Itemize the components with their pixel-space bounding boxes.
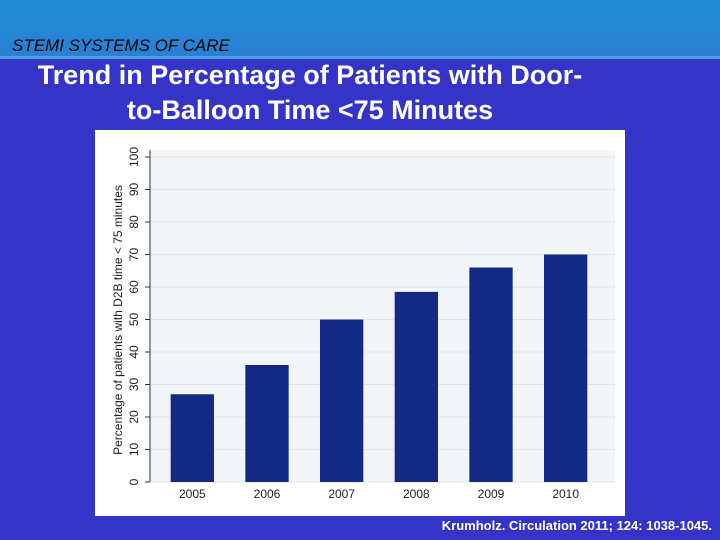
chart: Percentage of patients with D2B time < 7… (95, 130, 625, 516)
y-tick-label: 50 (127, 313, 141, 327)
y-tick-label: 80 (127, 215, 141, 229)
chart-title: Trend in Percentage of Patients with Doo… (37, 60, 583, 125)
header: STEMI SYSTEMS OF CARE (12, 36, 230, 55)
x-tick-label: 2007 (328, 487, 355, 501)
header-band (0, 0, 720, 59)
bar (320, 319, 364, 482)
y-tick-label: 0 (127, 478, 141, 485)
y-tick-label: 90 (127, 183, 141, 197)
bar (544, 254, 588, 482)
citation: Krumholz. Circulation 2011; 124: 1038-10… (441, 518, 712, 533)
y-tick-label: 20 (127, 410, 141, 424)
y-tick-label: 60 (127, 280, 141, 294)
y-tick-label: 30 (127, 378, 141, 392)
y-tick-label: 100 (127, 147, 141, 167)
plot-area (150, 150, 615, 482)
y-tick-label: 70 (127, 248, 141, 262)
y-tick-label: 10 (127, 443, 141, 457)
x-tick-label: 2005 (179, 487, 206, 501)
x-tick-label: 2006 (254, 487, 281, 501)
bar (394, 291, 438, 482)
x-tick-label: 2010 (552, 487, 579, 501)
y-tick-label: 40 (127, 345, 141, 359)
x-tick-label: 2009 (478, 487, 505, 501)
bar (469, 267, 513, 482)
bar (245, 365, 289, 482)
y-axis-label: Percentage of patients with D2B time < 7… (111, 185, 125, 455)
bar (170, 394, 214, 482)
x-tick-label: 2008 (403, 487, 430, 501)
